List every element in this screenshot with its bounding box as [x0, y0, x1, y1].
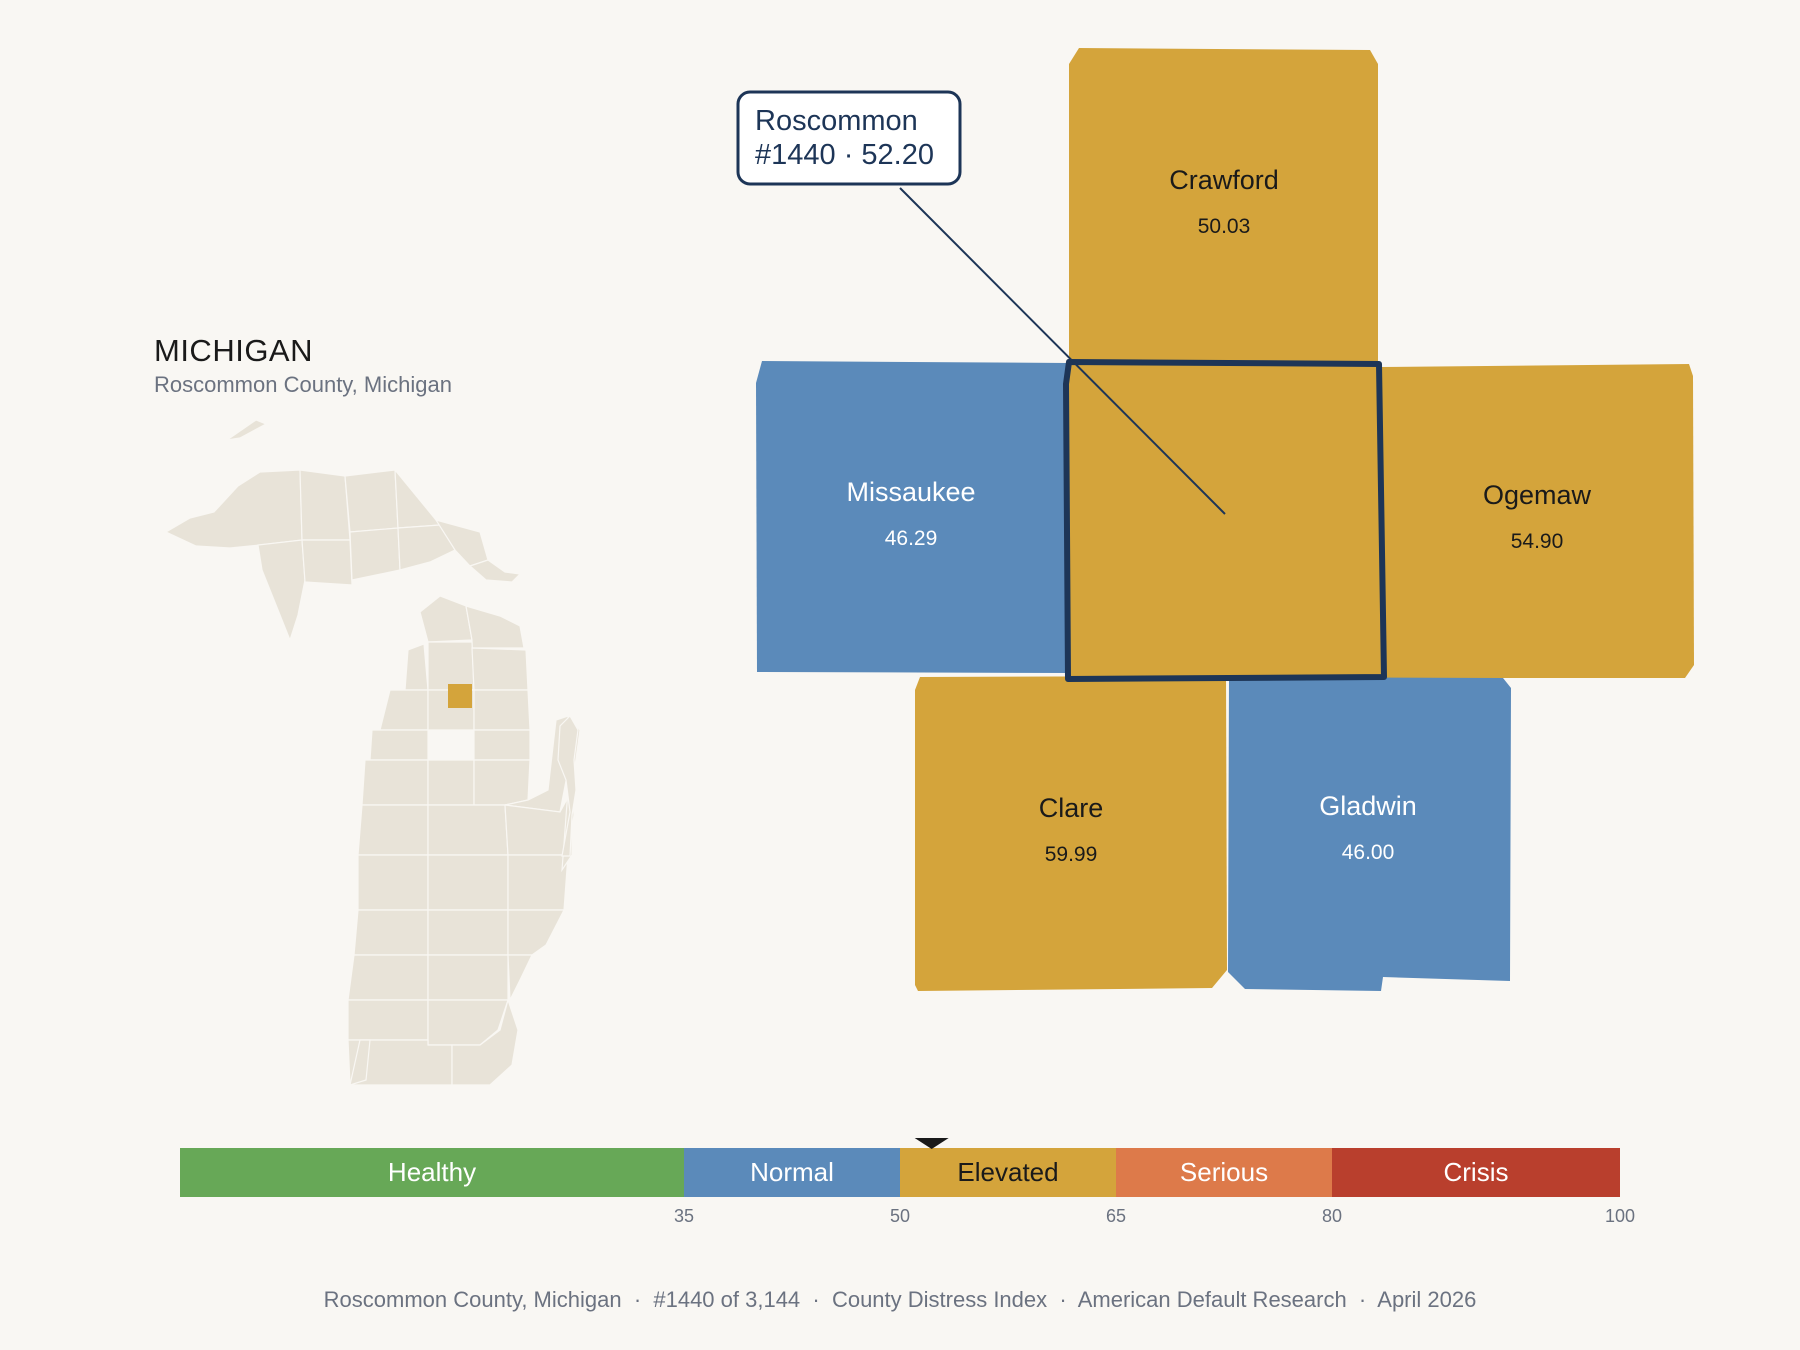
state-subtitle: Roscommon County, Michigan [154, 372, 452, 397]
county-score-clare: 59.99 [1045, 843, 1098, 866]
callout-rank-score: #1440 · 52.20 [755, 139, 934, 171]
legend-tick-50: 50 [890, 1206, 910, 1226]
legend-segment-normal [684, 1148, 900, 1197]
callout-county-name: Roscommon [755, 105, 918, 137]
lower-peninsula [347, 595, 581, 1086]
county-gladwin[interactable] [1228, 677, 1511, 991]
county-label-clare: Clare [1039, 793, 1104, 823]
legend-label-crisis: Crisis [1444, 1157, 1509, 1187]
legend-label-serious: Serious [1180, 1157, 1268, 1187]
county-label-ogemaw: Ogemaw [1483, 480, 1592, 510]
county-score-crawford: 50.03 [1198, 215, 1251, 238]
legend-segment-healthy [180, 1148, 684, 1197]
county-score-ogemaw: 54.90 [1511, 530, 1564, 553]
county-score-gladwin: 46.00 [1342, 841, 1395, 864]
legend-tick-65: 65 [1106, 1206, 1126, 1226]
county-clare[interactable] [915, 676, 1227, 991]
neighbor-counties: Crawford 50.03 Missaukee 46.29 Ogemaw 54… [756, 48, 1694, 991]
focus-callout: Roscommon #1440 · 52.20 [736, 90, 1226, 515]
state-title: MICHIGAN [154, 333, 313, 368]
county-roscommon[interactable] [1069, 363, 1382, 678]
inset-roscommon-highlight [448, 684, 472, 708]
legend-segment-crisis [1332, 1148, 1620, 1197]
county-score-missaukee: 46.29 [885, 527, 938, 550]
legend-label-healthy: Healthy [388, 1157, 476, 1187]
legend-label-normal: Normal [750, 1157, 834, 1187]
legend-tick-100: 100 [1605, 1206, 1635, 1226]
legend-segment-serious [1116, 1148, 1332, 1197]
county-roscommon-outline [1063, 359, 1387, 682]
county-crawford[interactable] [1069, 48, 1378, 363]
upper-peninsula [164, 419, 522, 642]
legend-current-marker [914, 1138, 949, 1149]
county-label-crawford: Crawford [1169, 165, 1279, 195]
legend-tick-80: 80 [1322, 1206, 1342, 1226]
footer-text: Roscommon County, Michigan · #1440 of 3,… [324, 1287, 1477, 1312]
legend-segment-elevated [900, 1148, 1116, 1197]
legend-label-elevated: Elevated [957, 1157, 1058, 1187]
legend-tick-35: 35 [674, 1206, 694, 1226]
callout-leader-line [899, 187, 1226, 515]
county-label-gladwin: Gladwin [1319, 791, 1417, 821]
county-missaukee[interactable] [756, 361, 1069, 673]
distress-legend: Healthy Normal Elevated Serious Crisis 35 50 6… [180, 1138, 1635, 1226]
county-ogemaw[interactable] [1380, 364, 1694, 678]
callout-box [736, 90, 962, 186]
michigan-inset-map [164, 419, 581, 1086]
county-label-missaukee: Missaukee [846, 477, 975, 507]
